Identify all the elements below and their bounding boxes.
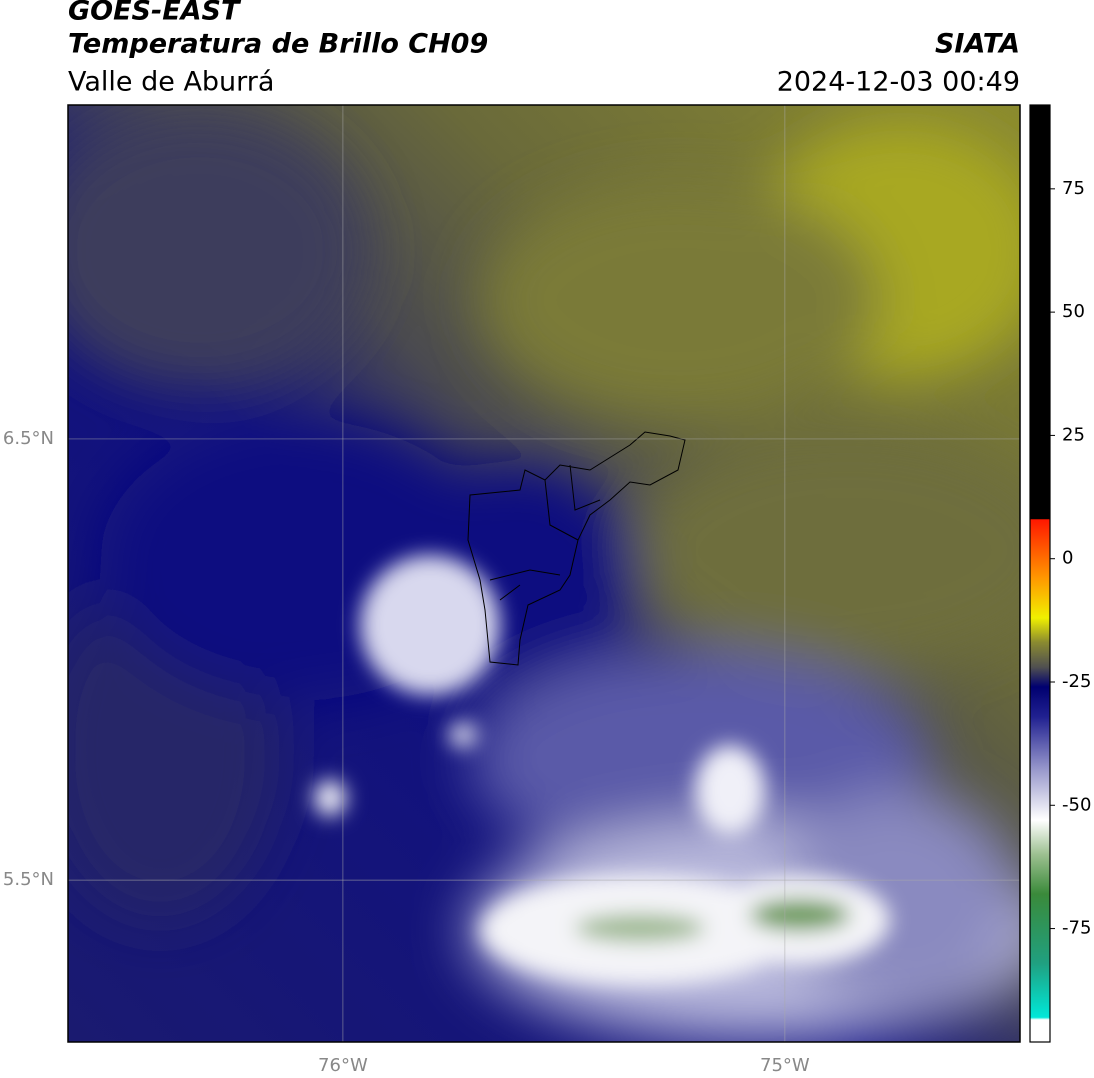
x-tick-label: 75°W (760, 1055, 810, 1076)
satellite-image (68, 105, 1020, 1042)
region: Valle de Aburrá (68, 67, 274, 98)
colorbar-tick-label: -50 (1062, 794, 1091, 815)
subtitle: Temperatura de Brillo CH09 (68, 29, 488, 60)
y-tick-label: 6.5°N (3, 428, 54, 449)
colorbar-tick-label: -25 (1062, 671, 1091, 692)
municipal-boundaries (467, 431, 686, 666)
source: SIATA (935, 29, 1020, 60)
colorbar-tick-label: 75 (1062, 178, 1085, 199)
title: GOES-EAST (68, 0, 242, 27)
colorbar-tick-label: 50 (1062, 301, 1085, 322)
map-frame (67, 104, 1021, 1043)
y-tick-label: 5.5°N (3, 869, 54, 890)
colorbar-tick-label: 25 (1062, 424, 1085, 445)
colorbar-tick-label: -75 (1062, 918, 1091, 939)
colorbar (1029, 104, 1051, 1043)
colorbar-tick-label: 0 (1062, 548, 1073, 569)
timestamp: 2024-12-03 00:49 (777, 67, 1020, 98)
x-tick-label: 76°W (318, 1055, 368, 1076)
